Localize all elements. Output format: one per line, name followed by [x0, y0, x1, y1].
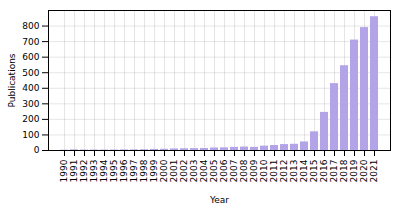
- svg-text:1995: 1995: [109, 160, 119, 183]
- svg-text:2003: 2003: [189, 160, 199, 183]
- svg-text:2001: 2001: [169, 160, 179, 183]
- svg-text:2000: 2000: [159, 159, 169, 182]
- svg-text:2008: 2008: [239, 159, 249, 182]
- svg-text:2019: 2019: [349, 159, 359, 182]
- svg-text:200: 200: [22, 114, 39, 124]
- svg-text:1994: 1994: [99, 159, 109, 182]
- svg-text:2004: 2004: [199, 159, 209, 182]
- svg-text:300: 300: [22, 99, 39, 109]
- svg-text:2015: 2015: [309, 160, 319, 183]
- svg-text:1991: 1991: [69, 160, 79, 183]
- svg-text:1997: 1997: [129, 160, 139, 183]
- svg-text:2002: 2002: [179, 160, 189, 183]
- svg-text:2012: 2012: [279, 160, 289, 183]
- svg-text:2018: 2018: [339, 159, 349, 182]
- svg-text:1992: 1992: [79, 160, 89, 183]
- svg-text:2020: 2020: [359, 159, 369, 182]
- svg-text:500: 500: [22, 68, 39, 78]
- svg-text:1999: 1999: [149, 159, 159, 182]
- svg-text:1998: 1998: [139, 159, 149, 182]
- svg-text:800: 800: [22, 21, 39, 31]
- svg-text:0: 0: [34, 145, 40, 155]
- svg-text:2009: 2009: [249, 159, 259, 182]
- svg-text:Publications: Publications: [7, 53, 17, 107]
- svg-text:600: 600: [22, 52, 39, 62]
- svg-text:Year: Year: [209, 195, 229, 205]
- svg-text:2011: 2011: [269, 160, 279, 183]
- svg-text:1993: 1993: [89, 160, 99, 183]
- svg-text:2013: 2013: [289, 160, 299, 183]
- svg-text:1996: 1996: [119, 159, 129, 182]
- svg-text:1990: 1990: [59, 159, 69, 182]
- svg-text:2010: 2010: [259, 159, 269, 182]
- svg-text:2014: 2014: [299, 159, 309, 182]
- svg-text:2007: 2007: [229, 160, 239, 183]
- svg-text:2016: 2016: [319, 159, 329, 182]
- svg-text:2005: 2005: [209, 160, 219, 183]
- svg-text:700: 700: [22, 36, 39, 46]
- svg-text:2017: 2017: [329, 160, 339, 183]
- svg-text:2021: 2021: [369, 160, 379, 183]
- svg-text:2006: 2006: [219, 159, 229, 182]
- svg-text:100: 100: [22, 130, 39, 140]
- svg-text:400: 400: [22, 83, 39, 93]
